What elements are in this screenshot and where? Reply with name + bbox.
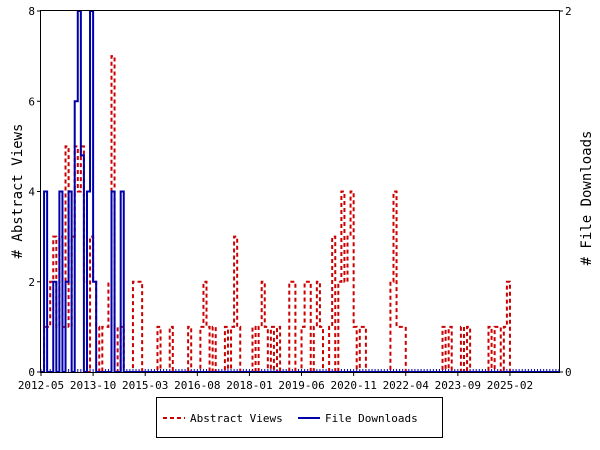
series-layer: [41, 10, 559, 373]
x-tick-label: 2025-02: [487, 379, 533, 392]
legend-label-abstract-views: Abstract Views: [190, 412, 283, 425]
y2-tick-label: 2: [565, 5, 572, 18]
x-tick-label: 2022-04: [383, 379, 430, 392]
plot-frame: [40, 10, 560, 373]
x-tick-label: 2015-03: [122, 379, 168, 392]
x-tick-label: 2013-10: [70, 379, 116, 392]
y-axis-title: # Abstract Views: [10, 124, 26, 259]
y-tick-label: 0: [28, 366, 35, 379]
x-tick-label: 2019-06: [278, 379, 324, 392]
x-tick-label: 2016-08: [174, 379, 220, 392]
series-file-downloads-line: [41, 10, 559, 373]
y-tick-label: 6: [28, 95, 35, 108]
series-abstract-views-line: [41, 55, 559, 373]
y-tick-label: 8: [28, 5, 35, 18]
x-tick-label: 2018-01: [226, 379, 272, 392]
tick-labels: 0 2 4 6 8 0 2 2012-05 2013-10 2015-03 2016-08 2018-…: [18, 5, 572, 392]
legend-label-file-downloads: File Downloads: [325, 412, 418, 425]
y2-tick-label: 0: [565, 366, 572, 379]
legend: Abstract Views File Downloads: [156, 397, 443, 438]
y2-axis-title: # File Downloads: [579, 131, 595, 266]
x-tick-label: 2012-05: [18, 379, 64, 392]
x-tick-label: 2020-11: [330, 379, 376, 392]
y-tick-label: 4: [28, 186, 35, 199]
x-tick-label: 2023-09: [435, 379, 481, 392]
y-tick-label: 2: [28, 276, 35, 289]
